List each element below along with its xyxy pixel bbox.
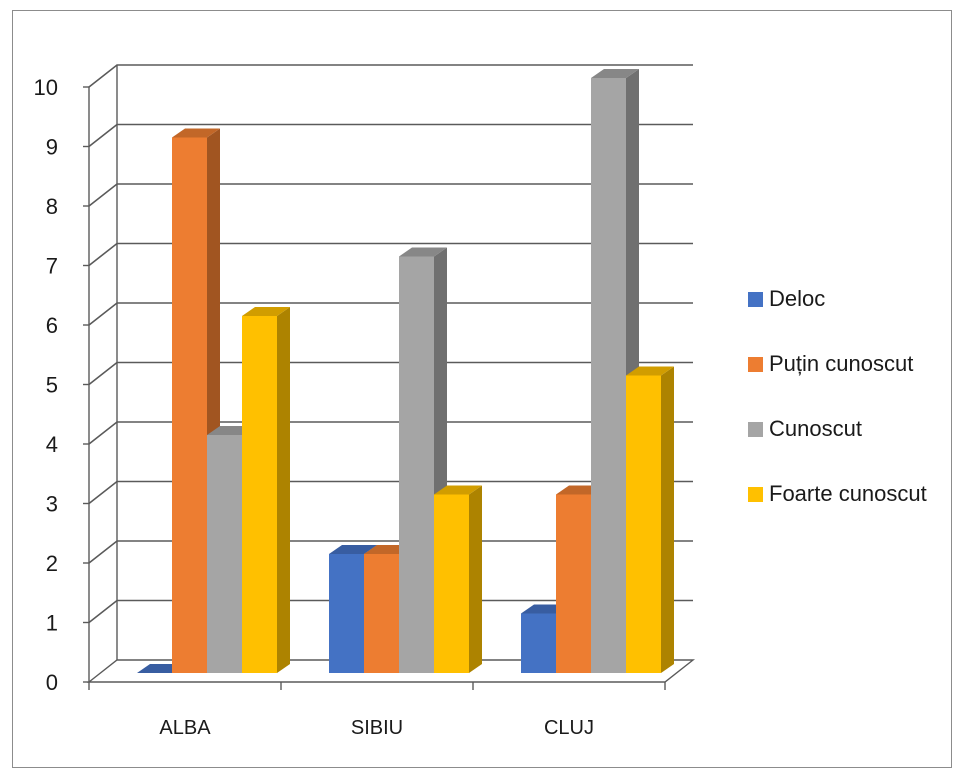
y-tick-label: 1 [46, 611, 58, 636]
bar-front [591, 78, 626, 673]
bar-top [329, 545, 377, 554]
gridline [88, 242, 693, 267]
legend-label: Cunoscut [769, 416, 862, 441]
bar-top [626, 366, 674, 376]
y-tick-label: 9 [46, 135, 58, 160]
y-tick-label: 0 [46, 670, 58, 695]
bar-front [329, 554, 364, 673]
bar-foarte-cunoscut-sibiu [434, 485, 482, 673]
bar-front [172, 137, 207, 673]
gridline [88, 421, 693, 445]
legend-swatch [748, 356, 763, 372]
x-category-label: CLUJ [544, 717, 594, 739]
bar-front [242, 316, 277, 673]
legend-item: Cunoscut [748, 413, 927, 445]
x-axis-labels: ALBA SIBIU CLUJ [159, 717, 594, 739]
bar-side [661, 366, 674, 673]
bar-foarte-cunoscut-cluj [626, 366, 674, 673]
legend-swatch [748, 421, 763, 437]
legend-item: Deloc [748, 283, 927, 315]
x-category-label: ALBA [159, 717, 211, 739]
legend-label: Deloc [769, 286, 826, 311]
bars [137, 69, 674, 673]
y-tick-label: 5 [46, 373, 58, 398]
legend-label: Foarte cunoscut [769, 481, 927, 506]
bar-top [434, 485, 482, 495]
gridline [88, 302, 693, 326]
y-tick-label: 10 [34, 75, 58, 100]
gridline [88, 599, 693, 624]
gridlines [83, 64, 693, 683]
gridline [88, 123, 693, 148]
bar-front [207, 435, 242, 673]
bar-top [172, 128, 220, 138]
legend-swatch [748, 486, 763, 502]
gridline [88, 540, 693, 564]
y-tick-label: 3 [46, 492, 58, 517]
bar-top [591, 69, 639, 78]
y-tick-label: 6 [46, 313, 58, 338]
y-axis-ticks: 0 1 2 3 4 5 6 7 8 9 10 [34, 75, 58, 695]
bar-front [556, 494, 591, 673]
bar-top [399, 247, 447, 257]
gridline [88, 183, 693, 207]
bar-front [626, 375, 661, 673]
bar-side [469, 485, 482, 673]
bar-side [277, 307, 290, 673]
y-tick-label: 4 [46, 432, 58, 457]
y-tick-label: 2 [46, 551, 58, 576]
bar-top [242, 307, 290, 316]
legend-item: Foarte cunoscut [748, 478, 927, 510]
y-tick-label: 7 [46, 254, 58, 279]
bar-front [434, 494, 469, 673]
bar-foarte-cunoscut-alba [242, 307, 290, 673]
legend-item: Puțin cunoscut [748, 348, 927, 380]
gridline [88, 480, 693, 505]
x-category-label: SIBIU [351, 717, 403, 739]
legend: Deloc Puțin cunoscut Cunoscut Foarte cunosc… [748, 283, 927, 543]
legend-label: Puțin cunoscut [769, 351, 914, 376]
bar-front [364, 554, 399, 673]
legend-swatch [748, 291, 763, 307]
bar-front [521, 613, 556, 673]
y-tick-label: 8 [46, 194, 58, 219]
bar-front [399, 256, 434, 673]
gridline [88, 64, 693, 88]
gridline [88, 361, 693, 386]
